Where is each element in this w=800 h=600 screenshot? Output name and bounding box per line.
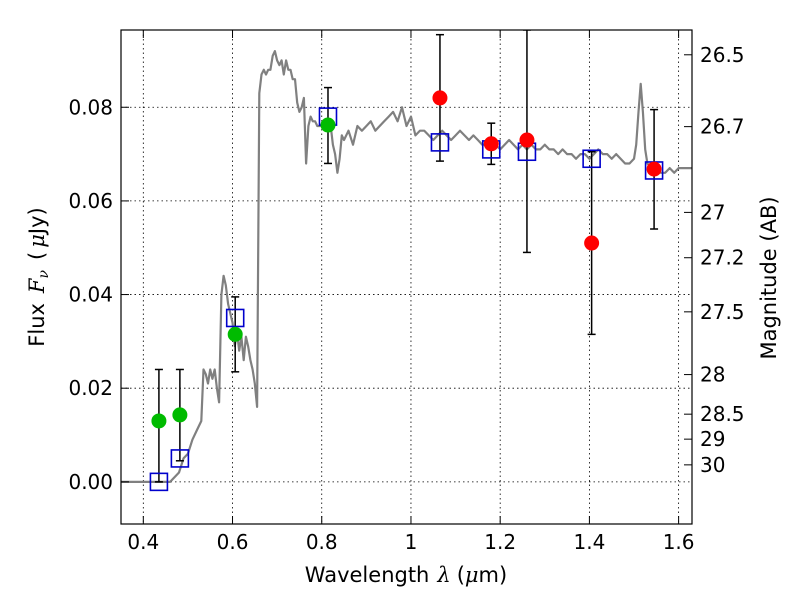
model-photometry-square — [225, 308, 245, 328]
x-tick-label: 0.8 — [306, 530, 338, 554]
magnitude-tick-label: 26.7 — [700, 115, 745, 139]
magnitude-tick-label: 28 — [700, 363, 725, 387]
marks-layer — [149, 30, 664, 492]
y2-axis-title: Magnitude (AB) — [757, 196, 781, 359]
red-data-point — [519, 132, 535, 148]
grid — [121, 30, 692, 524]
model-photometry-square — [582, 149, 601, 169]
magnitude-tick-label: 27.5 — [700, 300, 745, 324]
magnitude-tick-label: 27 — [700, 200, 725, 224]
magnitude-tick-label: 29 — [700, 427, 725, 451]
model-photometry-square — [170, 449, 190, 468]
y-tick-label: 0.06 — [68, 189, 113, 213]
red-data-point — [646, 161, 662, 177]
y-tick-label: 0.04 — [68, 283, 113, 307]
x-tick-label: 1.4 — [573, 530, 605, 554]
plot-background — [121, 30, 692, 524]
plot-frame — [120, 29, 693, 525]
red-data-point — [432, 90, 448, 106]
ticks: 0.4 0.6 0.8 1 1.2 1.4 1.6 0.00 0.02 0.04 0.06 0.08 2… — [68, 30, 745, 554]
green-data-point — [227, 326, 243, 342]
x-tick-label: 1.2 — [484, 530, 516, 554]
model-photometry-square — [149, 472, 169, 492]
green-data-point — [172, 407, 188, 423]
y-axis-title: FluxFν(μJy) — [25, 207, 52, 346]
x-tick-label: 0.4 — [127, 530, 159, 554]
x-tick-label: 1.6 — [663, 530, 695, 554]
y-tick-label: 0.02 — [68, 376, 113, 400]
y-tick-label: 0.08 — [68, 95, 113, 119]
magnitude-tick-label: 28.5 — [700, 402, 745, 426]
red-data-point — [483, 136, 499, 152]
magnitude-tick-label: 27.2 — [700, 246, 745, 270]
x-tick-label: 1 — [405, 530, 418, 554]
green-data-point — [320, 117, 336, 133]
y-tick-label: 0.00 — [68, 470, 113, 494]
x-axis-title: Wavelength λ (μm) — [305, 563, 507, 587]
green-data-point — [151, 413, 167, 429]
magnitude-tick-label: 26.5 — [700, 43, 745, 67]
magnitude-tick-label: 30 — [700, 453, 725, 477]
red-data-point — [584, 235, 600, 251]
x-tick-label: 0.6 — [217, 530, 249, 554]
model-photometry-square — [430, 133, 450, 152]
model-spectrum-line — [121, 50, 692, 483]
model-layer — [121, 50, 692, 483]
